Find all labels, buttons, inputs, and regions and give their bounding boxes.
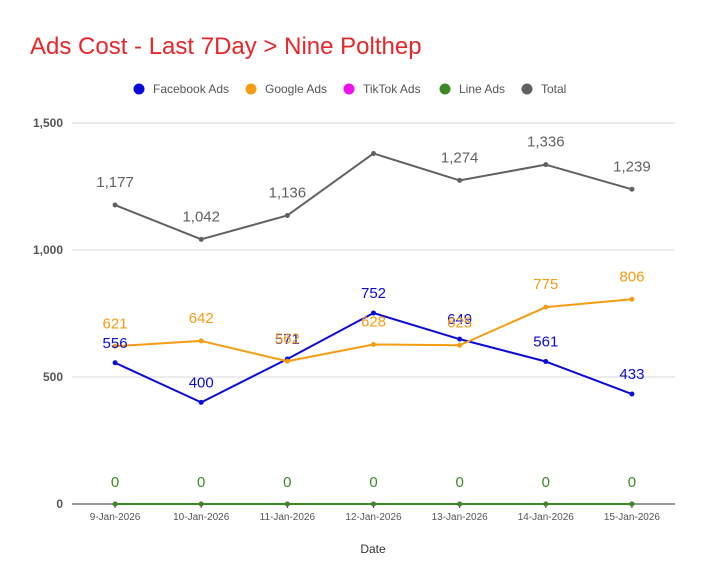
- legend-item-tiktok-ads: TikTok Ads: [343, 82, 421, 96]
- legend-marker: [343, 83, 355, 95]
- x-tick-label: 12-Jan-2026: [345, 512, 402, 523]
- legend-label: Facebook Ads: [153, 82, 229, 96]
- data-labels: 556 400 571 752 649 561 433 621 642 562 628 625 775 8…: [96, 134, 650, 491]
- legend-item-facebook-ads: Facebook Ads: [133, 82, 229, 96]
- data-label-total: 1,042: [182, 208, 220, 225]
- data-point-line-ads: [371, 501, 376, 507]
- data-label-google-ads: 806: [619, 268, 644, 285]
- data-point-google-ads: [284, 358, 290, 364]
- data-label-google-ads: 775: [533, 276, 558, 293]
- data-point-google-ads: [543, 304, 549, 310]
- data-point-google-ads: [371, 341, 376, 347]
- data-point-total: [543, 162, 549, 168]
- data-label-total: 1,239: [613, 158, 651, 175]
- data-point-total: [371, 150, 376, 156]
- x-tick-label: 10-Jan-2026: [173, 512, 230, 523]
- legend-label: Google Ads: [265, 82, 327, 96]
- data-point-line-ads: [284, 501, 290, 507]
- legend-item-total: Total: [521, 82, 566, 96]
- data-label-facebook-ads: 400: [189, 374, 214, 391]
- y-tick-label: 500: [43, 370, 63, 384]
- x-tick-label: 15-Jan-2026: [604, 512, 661, 523]
- x-tick-label: 9-Jan-2026: [90, 512, 141, 523]
- data-point-line-ads: [629, 501, 635, 507]
- data-label-google-ads: 562: [275, 330, 300, 347]
- data-point-total: [457, 177, 463, 183]
- legend-marker: [133, 83, 145, 95]
- x-tick-label: 11-Jan-2026: [260, 512, 316, 523]
- data-label-total: 1,274: [441, 149, 479, 166]
- data-point-total: [198, 236, 204, 242]
- legend-marker: [245, 83, 257, 95]
- data-label-line-ads: 0: [283, 474, 291, 491]
- chart-title: Ads Cost - Last 7Day > Nine Polthep: [30, 33, 422, 60]
- x-tick-label: 14-Jan-2026: [518, 512, 575, 523]
- series-layer: [112, 150, 635, 507]
- data-point-line-ads: [112, 501, 118, 507]
- legend-label: Line Ads: [459, 82, 505, 96]
- legend-marker: [521, 83, 533, 95]
- data-point-total: [629, 186, 635, 192]
- x-tick-label: 13-Jan-2026: [432, 512, 489, 523]
- data-point-total: [112, 202, 118, 208]
- data-label-facebook-ads: 433: [619, 366, 644, 383]
- legend-item-google-ads: Google Ads: [245, 82, 327, 96]
- data-point-google-ads: [457, 342, 463, 348]
- data-label-google-ads: 621: [103, 315, 128, 332]
- legend-marker: [439, 83, 451, 95]
- data-point-line-ads: [198, 501, 204, 507]
- data-label-total: 1,136: [269, 184, 307, 201]
- data-label-line-ads: 0: [111, 474, 119, 491]
- legend-label: Total: [541, 82, 566, 96]
- y-tick-label: 1,500: [33, 116, 63, 130]
- data-label-line-ads: 0: [369, 474, 377, 491]
- legend: Facebook Ads Google Ads TikTok Ads Line Ads…: [133, 82, 566, 96]
- y-tick-label: 0: [56, 497, 63, 511]
- data-point-google-ads: [112, 343, 118, 349]
- data-label-google-ads: 625: [447, 314, 472, 331]
- legend-label: TikTok Ads: [363, 82, 421, 96]
- series-line-total: [114, 152, 633, 241]
- data-label-line-ads: 0: [455, 474, 463, 491]
- data-label-total: 1,177: [96, 174, 134, 191]
- data-point-total: [284, 212, 290, 218]
- data-label-facebook-ads: 649: [447, 311, 472, 328]
- data-point-facebook-ads: [629, 391, 635, 397]
- data-label-facebook-ads: 752: [361, 285, 386, 302]
- data-point-line-ads: [457, 501, 463, 507]
- data-label-line-ads: 0: [197, 474, 205, 491]
- data-point-google-ads: [629, 296, 635, 302]
- data-label-total: 1,336: [527, 134, 565, 151]
- data-label-line-ads: 0: [628, 474, 636, 491]
- data-label-facebook-ads: 571: [275, 331, 300, 348]
- data-label-line-ads: 0: [542, 474, 550, 491]
- data-point-google-ads: [198, 338, 204, 344]
- data-point-facebook-ads: [543, 359, 549, 365]
- data-label-facebook-ads: 561: [533, 334, 558, 351]
- data-point-line-ads: [543, 501, 549, 507]
- data-point-facebook-ads: [198, 399, 204, 405]
- x-axis-label: Date: [360, 542, 386, 556]
- data-label-google-ads: 628: [361, 313, 386, 330]
- data-label-google-ads: 642: [189, 310, 214, 327]
- data-point-facebook-ads: [112, 360, 118, 366]
- data-point-facebook-ads: [457, 336, 463, 342]
- legend-item-line-ads: Line Ads: [439, 82, 505, 96]
- y-tick-label: 1,000: [33, 243, 63, 257]
- data-label-facebook-ads: 556: [103, 335, 128, 352]
- data-point-facebook-ads: [371, 310, 376, 316]
